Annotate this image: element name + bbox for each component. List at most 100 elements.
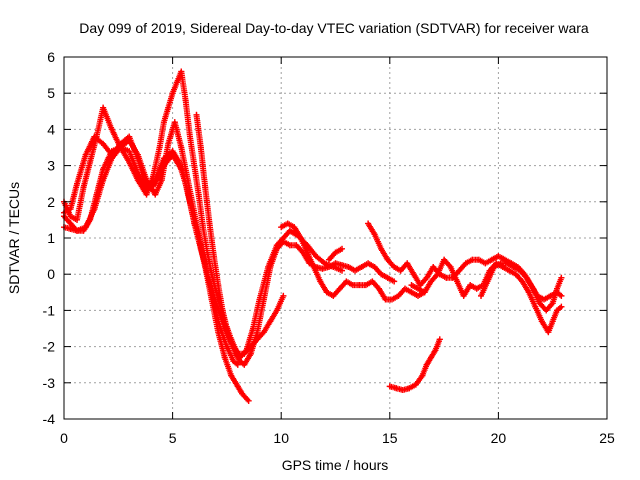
data-point bbox=[419, 372, 426, 379]
data-point bbox=[186, 133, 193, 140]
series-arc6 bbox=[278, 220, 428, 303]
data-point bbox=[254, 329, 261, 336]
data-point bbox=[286, 242, 293, 249]
data-point bbox=[395, 292, 402, 299]
data-point bbox=[100, 104, 107, 111]
data-point bbox=[232, 350, 239, 357]
data-point bbox=[506, 267, 513, 274]
data-point bbox=[239, 390, 246, 397]
data-point bbox=[336, 285, 343, 292]
data-point bbox=[126, 137, 133, 144]
data-point bbox=[200, 224, 207, 231]
data-point bbox=[228, 339, 235, 346]
data-point bbox=[428, 278, 435, 285]
data-point bbox=[517, 267, 524, 274]
data-point bbox=[280, 292, 287, 299]
data-point bbox=[74, 180, 81, 187]
data-point bbox=[530, 285, 537, 292]
data-point bbox=[330, 292, 337, 299]
data-point bbox=[202, 184, 209, 191]
data-point bbox=[100, 140, 107, 147]
data-point bbox=[410, 271, 417, 278]
data-point bbox=[228, 372, 235, 379]
data-point bbox=[388, 296, 395, 303]
data-point bbox=[312, 253, 319, 260]
data-point bbox=[352, 267, 359, 274]
data-point bbox=[510, 263, 517, 270]
data-point bbox=[358, 263, 365, 270]
data-point bbox=[249, 325, 256, 332]
data-point bbox=[339, 262, 346, 269]
data-point bbox=[67, 213, 74, 220]
data-point bbox=[345, 263, 352, 270]
data-point bbox=[204, 249, 211, 256]
data-point bbox=[543, 307, 550, 314]
data-point bbox=[384, 256, 391, 263]
y-tick-label: 2 bbox=[47, 194, 55, 210]
data-point bbox=[386, 383, 393, 390]
series-arc9 bbox=[386, 336, 443, 394]
data-point bbox=[432, 347, 439, 354]
data-point bbox=[280, 238, 287, 245]
y-tick-label: 4 bbox=[47, 121, 55, 137]
data-point bbox=[428, 354, 435, 361]
data-points bbox=[61, 68, 565, 404]
data-point bbox=[293, 242, 300, 249]
data-point bbox=[286, 227, 293, 234]
data-point bbox=[421, 289, 428, 296]
data-point bbox=[150, 173, 157, 180]
data-point bbox=[378, 271, 385, 278]
data-point bbox=[475, 256, 482, 263]
data-point bbox=[325, 263, 332, 270]
data-point bbox=[247, 350, 254, 357]
data-point bbox=[423, 274, 430, 281]
data-point bbox=[260, 296, 267, 303]
data-point bbox=[332, 260, 339, 267]
data-point bbox=[93, 133, 100, 140]
data-point bbox=[365, 220, 372, 227]
data-point bbox=[197, 144, 204, 151]
data-point bbox=[538, 318, 545, 325]
data-point bbox=[369, 278, 376, 285]
data-point bbox=[412, 381, 419, 388]
data-point bbox=[221, 354, 228, 361]
data-point bbox=[382, 296, 389, 303]
data-point bbox=[415, 292, 422, 299]
x-tick-label: 15 bbox=[382, 430, 398, 446]
y-tick-label: 5 bbox=[47, 85, 55, 101]
data-point bbox=[158, 177, 165, 184]
data-point bbox=[217, 325, 224, 332]
y-axis-label: SDTVAR / TECUs bbox=[6, 182, 22, 294]
data-point bbox=[191, 162, 198, 169]
y-tick-label: 6 bbox=[47, 49, 55, 65]
data-point bbox=[408, 282, 415, 289]
data-point bbox=[391, 263, 398, 270]
data-point bbox=[371, 263, 378, 270]
data-point bbox=[67, 220, 74, 227]
data-point bbox=[267, 318, 274, 325]
data-point bbox=[384, 274, 391, 281]
data-point bbox=[156, 144, 163, 151]
data-point bbox=[473, 285, 480, 292]
data-point bbox=[467, 282, 474, 289]
data-point bbox=[484, 278, 491, 285]
data-point bbox=[126, 148, 133, 155]
data-point bbox=[434, 271, 441, 278]
data-point bbox=[462, 260, 469, 267]
data-point bbox=[195, 191, 202, 198]
data-point bbox=[169, 90, 176, 97]
data-point bbox=[495, 253, 502, 260]
data-point bbox=[362, 282, 369, 289]
x-axis-label: GPS time / hours bbox=[282, 457, 389, 473]
data-point bbox=[460, 292, 467, 299]
data-point bbox=[182, 97, 189, 104]
data-point bbox=[525, 289, 532, 296]
data-point bbox=[356, 282, 363, 289]
x-tick-label: 20 bbox=[491, 430, 507, 446]
data-point bbox=[332, 249, 339, 256]
data-point bbox=[273, 307, 280, 314]
x-tick-label: 5 bbox=[169, 430, 177, 446]
data-point bbox=[319, 265, 326, 272]
series-arc7 bbox=[325, 245, 346, 263]
